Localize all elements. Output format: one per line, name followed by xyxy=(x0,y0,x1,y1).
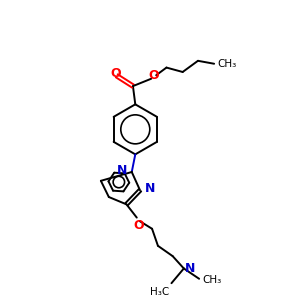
Text: N: N xyxy=(145,182,156,195)
Text: O: O xyxy=(110,67,121,80)
Text: O: O xyxy=(134,219,144,232)
Text: O: O xyxy=(148,69,159,82)
Text: N: N xyxy=(185,262,196,275)
Text: N: N xyxy=(117,164,128,177)
Text: CH₃: CH₃ xyxy=(202,275,221,285)
Text: CH₃: CH₃ xyxy=(218,59,237,69)
Text: H₃C: H₃C xyxy=(150,287,169,297)
